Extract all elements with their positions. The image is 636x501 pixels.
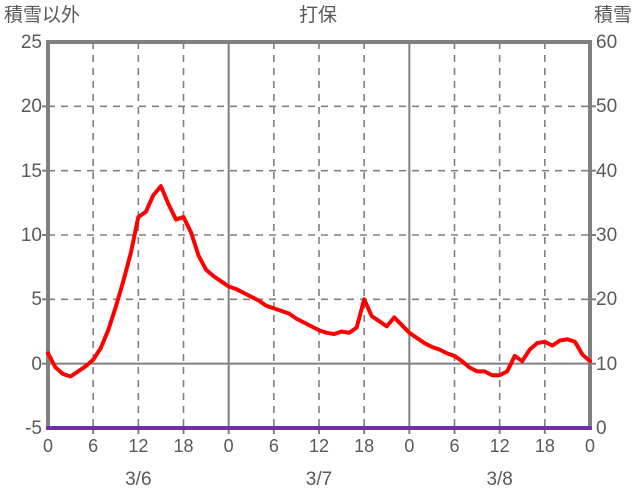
x-axis-hour-label: 12: [489, 436, 510, 456]
right-axis-tick-label: 0: [596, 418, 607, 439]
x-axis-hour-label: 6: [268, 436, 279, 456]
left-axis-tick-label: 15: [20, 160, 42, 182]
x-axis-hour-label: 12: [128, 436, 149, 456]
left-axis-tick-label: -5: [25, 418, 42, 439]
x-axis-hour-label: 0: [404, 436, 415, 456]
left-axis-tick-label: 10: [20, 225, 42, 246]
chart-title: 打保: [298, 5, 337, 26]
series-lines: [46, 184, 592, 430]
x-axis-hour-label: 18: [354, 436, 375, 456]
x-axis-hour-label: 6: [88, 436, 99, 456]
series-line-temperature: [46, 184, 592, 379]
left-axis-tick-label: 20: [20, 96, 42, 118]
left-axis-title: 積雪以外: [4, 5, 81, 26]
x-axis-hour-label: 0: [584, 436, 595, 456]
right-axis-tick-label: 50: [596, 96, 618, 118]
x-axis-hour-label: 18: [173, 436, 194, 456]
right-axis-tick-label: 40: [596, 160, 618, 182]
x-axis-hour-label: 6: [449, 436, 460, 456]
x-axis-date-label: 3/8: [486, 469, 513, 490]
right-axis-tick-label: 30: [596, 225, 618, 246]
x-axis-hour-label: 12: [308, 436, 330, 456]
left-axis-tick-label: 25: [20, 32, 42, 53]
grid-lines: [48, 42, 590, 428]
right-axis-tick-label: 20: [596, 289, 618, 311]
x-axis-date-label: 3/7: [305, 469, 333, 490]
right-axis-tick-label: 10: [596, 353, 618, 375]
right-axis-title: 積雪: [593, 5, 632, 26]
x-axis-hour-label: 0: [42, 436, 53, 456]
left-axis-tick-label: 0: [31, 353, 42, 375]
x-axis-hour-label: 0: [223, 436, 234, 456]
x-axis-hour-label: 18: [534, 436, 555, 456]
left-axis-tick-label: 5: [31, 289, 42, 311]
x-axis-date-label: 3/6: [125, 469, 152, 490]
right-axis-tick-label: 60: [596, 32, 618, 53]
